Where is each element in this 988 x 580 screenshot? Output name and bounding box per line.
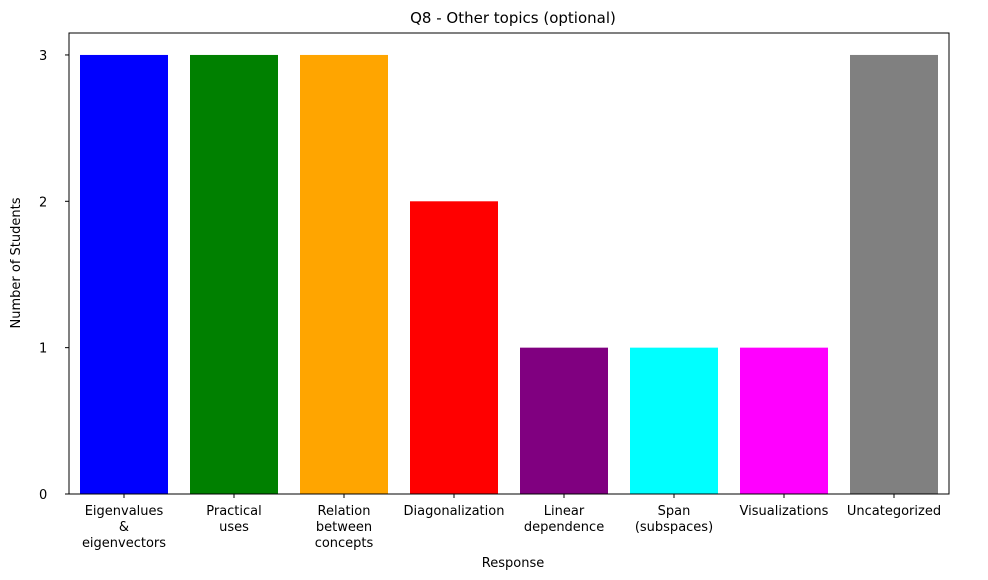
x-tick-label-line: eigenvectors (82, 536, 166, 551)
bar-4 (410, 201, 498, 495)
bar-6 (630, 347, 718, 494)
x-tick-label: Diagonalization (404, 504, 505, 519)
x-tick-label-line: Span (658, 504, 691, 519)
x-tick-label-line: Diagonalization (404, 504, 505, 519)
y-tick-label: 3 (39, 49, 47, 64)
bar-7 (740, 347, 828, 494)
x-tick-label-line: Eigenvalues (85, 504, 164, 519)
x-axis-label: Response (482, 556, 544, 571)
x-tick-label: Uncategorized (847, 504, 941, 519)
x-tick-label: Visualizations (740, 504, 829, 519)
x-tick-label-line: Visualizations (740, 504, 829, 519)
y-axis-label: Number of Students (9, 197, 24, 328)
x-tick-label: Linear dependence (524, 504, 604, 535)
bars-group (80, 54, 938, 495)
x-tick-label: Eigenvalues & eigenvectors (82, 504, 166, 551)
plot-frame (68, 32, 950, 495)
y-axis-ticks: 0 1 2 3 (39, 49, 69, 503)
x-tick-label-line: dependence (524, 520, 604, 535)
x-tick-label-line: Practical (206, 504, 262, 519)
x-axis-ticks: Eigenvalues & eigenvectors Practical uses Rel… (82, 494, 941, 551)
x-tick-label-line: Relation (318, 504, 371, 519)
x-tick-label-line: Uncategorized (847, 504, 941, 519)
bar-2 (190, 54, 278, 494)
x-tick-label-line: & (119, 520, 129, 535)
x-tick-label: Span (subspaces) (635, 504, 713, 535)
x-tick-label-line: (subspaces) (635, 520, 713, 535)
x-tick-label-line: concepts (315, 536, 374, 551)
y-tick-label: 1 (39, 342, 47, 357)
x-tick-label-line: Linear (544, 504, 585, 519)
y-tick-label: 2 (39, 195, 47, 210)
x-tick-label: Relation between concepts (315, 504, 374, 551)
bar-5 (520, 347, 608, 494)
x-tick-label-line: uses (219, 520, 249, 535)
x-tick-label: Practical uses (206, 504, 262, 535)
y-tick-label: 0 (39, 488, 47, 503)
bar-8 (850, 54, 938, 494)
chart-title: Q8 - Other topics (optional) (410, 9, 616, 27)
x-tick-label-line: between (316, 520, 372, 535)
bar-1 (80, 54, 168, 494)
bar-3 (300, 54, 388, 494)
